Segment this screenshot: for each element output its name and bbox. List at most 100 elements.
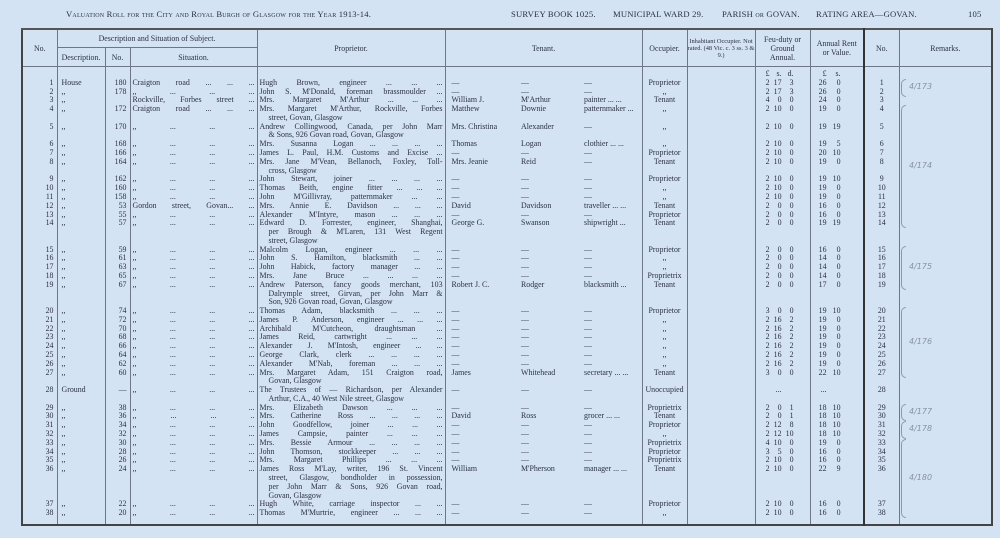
description: ,, — [56, 87, 106, 97]
table-row: 12,, 53 Gordon street, Govan... ... Mrs. An… — [21, 201, 993, 211]
remarks-cell — [898, 351, 993, 360]
table-row: 22,, 70,, ... ... ... Archibald M'Cutcheon… — [21, 324, 993, 334]
tenant-first-name: William J. — [444, 96, 518, 106]
situation: ,, ... ... ... — [129, 421, 258, 431]
proprietor: James Ross M'Lay, writer, 196 St. Vincen… — [256, 465, 446, 501]
feu-duty: 2 16 2 — [754, 324, 811, 334]
tenant-first-name: — — [444, 403, 518, 413]
proprietor-line: James Reid, cartwright ... ... ... — [259, 333, 443, 342]
situation: ,, ... ... ... — [129, 307, 258, 316]
tenant-occupation: — — [580, 386, 643, 404]
table-row: 34,, 28,, ... ... ... John Thomson, stockk… — [21, 447, 993, 457]
row-no: 31 — [21, 421, 58, 431]
feu-duty: 2 16 2 — [754, 342, 811, 351]
header-situation: Situation. — [129, 47, 258, 67]
house-number: 162 — [104, 175, 131, 185]
description: ,, — [56, 210, 106, 220]
remarks-cell — [898, 140, 993, 150]
proprietor: Alexander M'Nab, foreman ... ... ... — [256, 359, 446, 369]
header-number: No. — [104, 47, 131, 67]
situation: Craigton road ... ... ... — [129, 78, 258, 88]
occupier: Tenant — [641, 280, 688, 308]
feu-duty: 2 10 0 — [754, 192, 811, 202]
situation: Craigton road ... ... ... — [129, 105, 258, 123]
annual-rent: 26 0 — [809, 78, 866, 88]
row-no: 12 — [21, 201, 58, 211]
tenant-first-name: — — [444, 175, 518, 185]
tenant-occupation: — — [580, 430, 643, 439]
annual-rent: 24 0 — [809, 96, 866, 106]
row-no: 33 — [21, 438, 58, 448]
proprietor-line: John S. M'Donald, foreman brassmoulder .… — [259, 87, 443, 96]
proprietor-line: cross, Glasgow — [268, 165, 317, 175]
situation: ,, ... ... ... — [129, 184, 258, 193]
rent-units: £ s. — [809, 66, 866, 79]
remarks-cell — [898, 175, 993, 185]
tenant-first-name: — — [444, 421, 518, 431]
tenant-surname: — — [521, 315, 529, 324]
tenant-occupation: secretary ... ... — [580, 368, 643, 387]
remarks-cell — [898, 307, 993, 316]
tenant-first-name: — — [444, 447, 518, 457]
row-no-right: 25 — [863, 351, 900, 360]
situation: ,, ... ... ... — [129, 157, 258, 176]
tenant-occupation: grocer ... ... — [580, 412, 643, 422]
proprietor-line: The Trustees of — Richardson, per Alexan… — [259, 386, 443, 395]
proprietor-line: per Brough & M'Laren, 131 West Regent — [268, 227, 443, 237]
occupier: ,, — [641, 509, 688, 525]
situation: ,, ... ... ... — [129, 219, 258, 246]
proprietor-line: James Campsie, painter ... ... ... — [259, 430, 443, 439]
inhabitant-occupier — [686, 386, 756, 404]
row-no-right: 17 — [863, 263, 900, 272]
description: ,, — [56, 430, 106, 439]
tenant-occupation: manager ... ... — [580, 465, 643, 501]
annual-rent: 16 0 — [809, 509, 866, 525]
proprietor-line: Archibald M'Cutcheon, draughtsman ... — [259, 324, 443, 333]
annual-rent: 22 9 — [809, 465, 866, 501]
annual-rent: 19 10 — [809, 175, 866, 185]
row-no: 16 — [21, 254, 58, 264]
table-row: 21,, 72,, ... ... ... James P. Anderson, e… — [21, 315, 993, 325]
remark-bracket — [901, 79, 906, 97]
row-no: 24 — [21, 342, 58, 351]
roll-title: Valuation Roll for the City and Royal Bu… — [66, 9, 372, 19]
tenant-surname: Alexander — [521, 122, 554, 131]
remark-bracket — [901, 246, 906, 290]
occupier: Tenant — [641, 368, 688, 387]
tenant-occupation: patternmaker ... — [580, 105, 643, 123]
tenant-first-name: — — [444, 254, 518, 264]
annual-rent: 19 10 — [809, 307, 866, 316]
tenant-occupation: — — [580, 324, 643, 334]
row-no: 36 — [21, 465, 58, 501]
valuation-table: No. Description and Situation of Subject… — [21, 28, 994, 526]
tenant-occupation: — — [580, 192, 643, 202]
house-number: 61 — [104, 254, 131, 264]
tenant-first-name: — — [444, 271, 518, 281]
tenant-occupation: — — [580, 78, 643, 88]
remarks-cell — [898, 263, 993, 272]
description: ,, — [56, 254, 106, 264]
tenant-occupation: — — [580, 271, 643, 281]
proprietor-line: Mrs. Elizabeth Dawson ... ... ... — [259, 403, 443, 412]
row-no: 3 — [21, 96, 58, 106]
annual-rent: 19 0 — [809, 324, 866, 334]
occupier: ,, — [641, 430, 688, 439]
proprietor: Mrs. Margaret M'Arthur ... ... ... — [256, 96, 446, 106]
tenant-surname: Whitehead — [521, 368, 556, 377]
handwritten-remark: 4/180 — [909, 472, 933, 482]
occupier: ,, — [641, 263, 688, 272]
house-number: 53 — [104, 201, 131, 211]
tenant-first-name: — — [444, 333, 518, 343]
house-number: 74 — [104, 307, 131, 316]
remark-bracket — [901, 439, 906, 518]
occupier: Proprietrix — [641, 456, 688, 466]
tenant-surname: — — [521, 307, 529, 316]
feu-duty: 2 10 0 — [754, 140, 811, 150]
annual-rent: 22 10 — [809, 368, 866, 387]
remarks-cell — [898, 465, 993, 501]
house-number: 170 — [104, 122, 131, 141]
table-row: 11,, 158,, ... ... ... John M'Gillivray, p… — [21, 192, 993, 202]
remarks-cell — [898, 324, 993, 334]
remarks-cell — [898, 430, 993, 439]
